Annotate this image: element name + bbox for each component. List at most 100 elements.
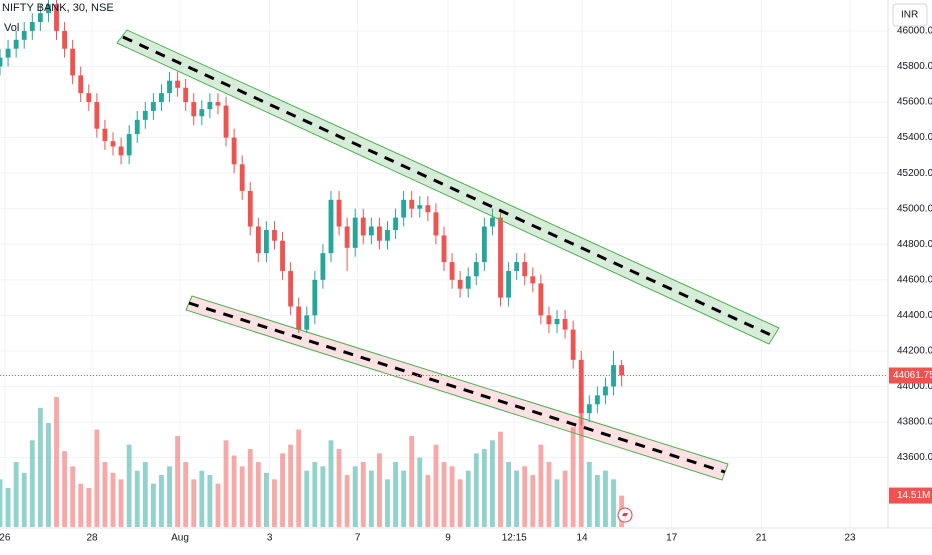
volume-bar	[199, 470, 205, 527]
candle-body	[425, 205, 431, 213]
candle-body	[409, 199, 415, 209]
candle-body	[538, 283, 544, 316]
volume-bar	[142, 462, 148, 527]
volume-bar	[441, 462, 447, 527]
candle-body	[223, 105, 229, 138]
volume-bar	[223, 440, 229, 527]
candle-layer	[0, 0, 625, 426]
y-tick-label: 46000.00	[897, 26, 932, 37]
volume-bar	[94, 429, 100, 527]
candle-body	[360, 217, 366, 236]
candle-body	[376, 226, 382, 241]
candle-body	[54, 4, 59, 31]
candle-body	[183, 87, 189, 103]
x-tick-label: 28	[86, 533, 98, 544]
volume-bar	[490, 440, 495, 527]
candle-body	[490, 217, 495, 227]
candle-body	[417, 205, 423, 209]
volume-bar	[336, 449, 342, 527]
candle-body	[570, 329, 576, 360]
volume-bar	[191, 479, 197, 527]
volume-bar	[13, 462, 19, 527]
y-tick-label: 44800.00	[897, 239, 932, 250]
candle-body	[457, 279, 463, 289]
x-tick-label: 9	[445, 533, 451, 544]
volume-bar	[603, 470, 608, 527]
candle-body	[215, 102, 221, 106]
volume-bar	[578, 397, 584, 527]
volume-bar	[110, 472, 116, 527]
y-tick-label: 45600.00	[897, 97, 932, 108]
volume-bar	[344, 475, 350, 527]
volume-bar	[102, 462, 108, 527]
volume-bar	[280, 453, 285, 527]
candle-body	[62, 30, 68, 49]
volume-bar	[385, 479, 390, 527]
y-tick-label: 43800.00	[897, 417, 932, 428]
candle-body	[37, 13, 43, 23]
volume-bar	[514, 470, 520, 527]
channel-upper	[116, 29, 780, 345]
volume-bar	[457, 479, 463, 527]
candle-body	[433, 212, 439, 236]
y-tick-label: 45800.00	[897, 61, 932, 72]
candle-body	[159, 93, 164, 103]
candle-body	[578, 359, 584, 414]
candle-body	[514, 262, 520, 271]
volume-bar	[570, 427, 576, 527]
candle-body	[594, 395, 600, 405]
volume-bar	[530, 475, 536, 527]
volume-bar	[21, 472, 27, 527]
volume-layer	[0, 397, 625, 527]
candle-body	[304, 315, 310, 330]
candle-body	[247, 190, 253, 227]
candle-body	[280, 240, 285, 271]
volume-bar	[546, 462, 552, 527]
candle-body	[296, 306, 302, 330]
candle-body	[239, 164, 245, 191]
volume-bar	[86, 488, 92, 527]
candle-body	[473, 262, 479, 277]
currency-label: INR	[901, 10, 918, 21]
candle-body	[336, 199, 342, 227]
x-tick-label: 7	[355, 533, 361, 544]
last-price-label: 44061.75	[893, 370, 932, 381]
candle-body	[465, 276, 471, 289]
volume-bar	[465, 470, 471, 527]
volume-bar	[417, 457, 423, 527]
last-price-tag	[889, 367, 932, 384]
currency-button[interactable]	[892, 3, 928, 27]
volume-bar	[360, 462, 366, 527]
y-tick-label: 45000.00	[897, 203, 932, 214]
x-tick-label: 12:15	[502, 533, 527, 544]
candle-body	[29, 22, 35, 31]
candle-body	[46, 4, 51, 14]
volume-bar	[393, 462, 398, 527]
candle-body	[231, 137, 237, 165]
candle-body	[288, 270, 294, 307]
grid	[0, 0, 888, 528]
y-tick-label: 44200.00	[897, 346, 932, 357]
candle-body	[498, 217, 503, 298]
candle-body	[167, 80, 172, 94]
candle-body	[481, 226, 487, 263]
volume-bar	[473, 453, 479, 527]
volume-bar	[304, 470, 310, 527]
volume-bar	[594, 475, 600, 527]
volume-bar	[29, 440, 35, 527]
candle-body	[255, 226, 261, 254]
volume-bar	[175, 436, 181, 527]
volume-bar	[288, 444, 294, 527]
candle-body	[603, 386, 608, 396]
volume-bar	[54, 397, 59, 527]
volume-bar	[263, 472, 269, 527]
volume-bar	[320, 466, 326, 527]
candle-body	[393, 217, 398, 231]
last-volume-tag	[889, 487, 932, 504]
volume-bar	[207, 475, 213, 527]
channel-lower-line	[188, 301, 726, 474]
candle-body	[207, 102, 213, 110]
volume-bar	[562, 470, 568, 527]
